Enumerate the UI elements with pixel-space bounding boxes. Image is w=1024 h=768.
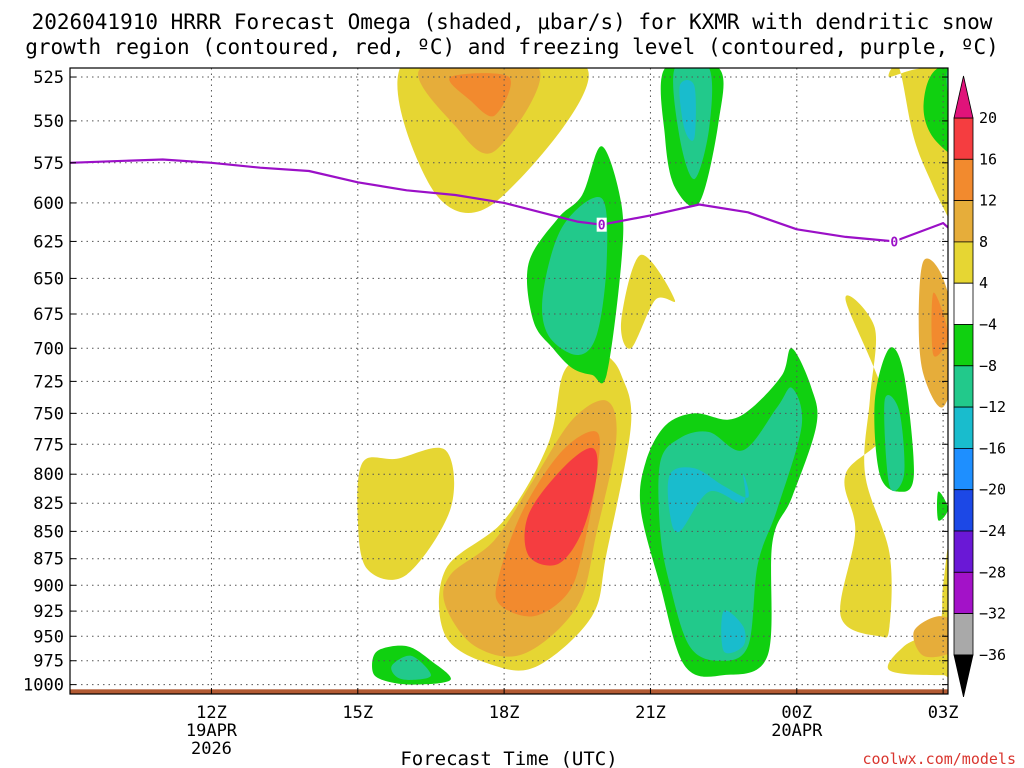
y-tick-label-825: 825 [33, 494, 64, 514]
y-tick-label-875: 875 [33, 550, 64, 570]
y-tick-label-725: 725 [33, 372, 64, 392]
credit-text: coolwx.com/models [862, 750, 1016, 768]
colorbar-band-2 [953, 200, 974, 243]
omega-region-25 [923, 68, 948, 153]
freezing-label-bg [596, 217, 607, 232]
terrain-surface [70, 689, 948, 694]
y-tick-label-550: 550 [33, 112, 64, 132]
x-tick-label-15Z: 15Z [342, 703, 373, 723]
freezing-contour-label: 0 [598, 219, 606, 234]
colorbar-band-10 [953, 530, 974, 573]
x-tick-label-12Z: 12Z [196, 703, 227, 723]
colorbar-band-9 [953, 489, 974, 532]
colorbar: 20 16 12 8 4 −4 −8 −12 −16 −20 −24 −28 −32 −36 [953, 75, 1006, 697]
y-tick-label-975: 975 [33, 652, 64, 672]
y-tick-label-900: 900 [33, 576, 64, 596]
y-tick-label-700: 700 [33, 339, 64, 359]
colorbar-label: −12 [979, 398, 1006, 416]
y-tick-label-625: 625 [33, 232, 64, 252]
freezing-contour-label: 0 [890, 235, 898, 250]
x-date-label: 19APR [186, 721, 238, 741]
y-tick-label-800: 800 [33, 465, 64, 485]
colorbar-label: −16 [979, 439, 1006, 457]
y-tick-label-775: 775 [33, 435, 64, 455]
omega-region-18 [679, 79, 696, 141]
colorbar-label: −20 [979, 481, 1006, 499]
colorbar-label: 12 [979, 192, 997, 210]
y-tick-label-650: 650 [33, 269, 64, 289]
freezing-level-contour: 00 [70, 158, 948, 250]
freezing-label-bg [889, 234, 900, 249]
colorbar-band-3 [953, 241, 974, 284]
colorbar-band-1 [953, 158, 974, 202]
omega-region-13 [913, 616, 948, 658]
omega-shading [357, 68, 948, 685]
y-tick-label-850: 850 [33, 522, 64, 542]
colorbar-label: −36 [979, 646, 1006, 664]
chart-title-line2: growth region (contoured, red, ºC) and f… [25, 35, 999, 59]
omega-region-2 [449, 73, 511, 117]
y-tick-label-600: 600 [33, 194, 64, 214]
colorbar-under-arrow [953, 654, 974, 697]
omega-region-8 [620, 254, 676, 349]
colorbar-label: −8 [979, 357, 997, 375]
x-tick-label-18Z: 18Z [489, 703, 520, 723]
colorbar-label: −28 [979, 563, 1006, 581]
y-tick-label-525: 525 [33, 68, 64, 88]
x-axis-title: Forecast Time (UTC) [400, 748, 617, 768]
x-tick-label-00Z: 00Z [781, 703, 812, 723]
omega-region-27 [937, 491, 948, 521]
colorbar-label: 20 [979, 109, 997, 127]
y-axis: 525 550 575 600 625 650 675 700 725 750 775 800 825 8… [23, 68, 948, 696]
omega-region-20 [658, 387, 803, 661]
colorbar-band-8 [953, 447, 974, 491]
y-tick-label-925: 925 [33, 602, 64, 622]
y-tick-label-675: 675 [33, 305, 64, 325]
omega-region-4 [357, 447, 455, 580]
omega-region-15 [542, 196, 608, 355]
colorbar-band-5 [953, 324, 974, 367]
x-date-label: 20APR [771, 721, 823, 741]
colorbar-band-12 [953, 613, 974, 656]
chart-title-line1: 2026041910 HRRR Forecast Omega (shaded, … [32, 10, 993, 34]
colorbar-over-arrow [953, 75, 974, 119]
x-year-label: 2026 [191, 739, 232, 759]
colorbar-band-11 [953, 571, 974, 614]
colorbar-band-7 [953, 406, 974, 449]
colorbar-label: −32 [979, 605, 1006, 623]
y-tick-label-575: 575 [33, 154, 64, 174]
colorbar-label: −4 [979, 316, 997, 334]
y-tick-label-750: 750 [33, 404, 64, 424]
colorbar-label: 8 [979, 233, 988, 251]
omega-region-7 [524, 447, 598, 566]
plot-area: 00 [69, 67, 949, 695]
omega-region-12 [931, 292, 948, 357]
x-tick-label-21Z: 21Z [635, 703, 666, 723]
colorbar-band-0 [953, 117, 974, 160]
gridlines [70, 68, 948, 694]
x-tick-label-03Z: 03Z [928, 703, 959, 723]
freezing-level-line [70, 158, 948, 243]
colorbar-band-6 [953, 365, 974, 408]
omega-region-29 [391, 655, 431, 680]
omega-region-21 [667, 467, 749, 533]
colorbar-label: 16 [979, 150, 997, 168]
omega-region-1 [418, 68, 541, 154]
colorbar-label: 4 [979, 274, 988, 292]
y-tick-label-950: 950 [33, 627, 64, 647]
omega-region-24 [884, 395, 905, 492]
colorbar-band-4 [953, 282, 974, 325]
y-tick-label-1000: 1000 [23, 676, 64, 696]
omega-region-22 [721, 610, 746, 654]
colorbar-label: −24 [979, 522, 1006, 540]
